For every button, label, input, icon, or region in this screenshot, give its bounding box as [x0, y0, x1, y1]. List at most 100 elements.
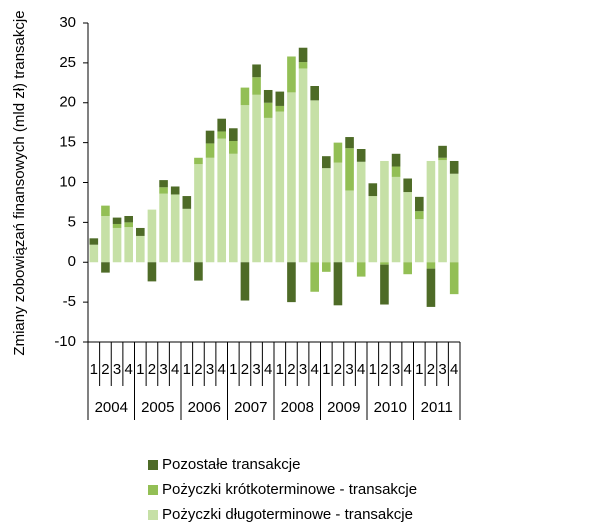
bar-segment: [252, 64, 261, 78]
x-tick-label: 1: [136, 361, 144, 378]
bar-segment: [229, 141, 238, 154]
bar-segment: [240, 105, 250, 263]
bar-segment: [310, 86, 319, 101]
x-tick-label: 1: [229, 361, 237, 378]
bar-segment: [438, 145, 447, 158]
bar-segment: [368, 183, 378, 197]
bar-segment: [240, 87, 250, 106]
bar-segment: [368, 196, 378, 263]
bar-segment: [380, 160, 389, 263]
bar-segment: [333, 262, 343, 306]
y-tick-label: -5: [63, 293, 76, 310]
bar-segment: [101, 215, 110, 263]
y-tick-label: 30: [59, 14, 76, 31]
bar-segment: [310, 100, 319, 263]
bar-segment: [182, 196, 192, 209]
bar-segment: [415, 219, 424, 263]
y-axis-label: Zmiany zobowiązań finansowych (mld zł) t…: [11, 10, 28, 355]
y-tick-label: 5: [68, 213, 76, 230]
year-label: 2010: [374, 399, 407, 416]
x-tick-label: 3: [159, 361, 167, 378]
year-label: 2006: [188, 399, 221, 416]
bar-segment: [263, 117, 273, 263]
x-tick-label: 3: [206, 361, 214, 378]
bar-segment: [298, 47, 308, 63]
bar-segment: [101, 262, 110, 273]
x-tick-label: 4: [450, 361, 458, 378]
x-tick-label: 1: [415, 361, 423, 378]
year-label: 2007: [234, 399, 267, 416]
bar-segment: [112, 223, 122, 228]
y-tick-label: 15: [59, 134, 76, 151]
bar-segment: [275, 111, 285, 263]
bar-segment: [333, 162, 343, 263]
bar-segment: [415, 211, 424, 220]
bar-segment: [426, 268, 436, 307]
x-tick-label: 4: [125, 361, 133, 378]
year-label: 2005: [141, 399, 174, 416]
y-tick-label: 25: [59, 54, 76, 71]
bar-segment: [136, 235, 145, 263]
y-tick-label: 10: [59, 173, 76, 190]
x-tick-label: 1: [90, 361, 98, 378]
bar-segment: [438, 160, 447, 263]
x-tick-label: 3: [113, 361, 121, 378]
bar-segment: [194, 262, 203, 281]
x-tick-label: 1: [369, 361, 377, 378]
bar-segment: [287, 56, 296, 93]
x-tick-label: 3: [392, 361, 400, 378]
bar-segment: [426, 262, 436, 269]
bar-segment: [124, 222, 133, 228]
bar-segment: [205, 157, 215, 263]
bar-segment: [124, 215, 133, 223]
legend-label: Pożyczki krótkoterminowe - transakcje: [162, 481, 417, 498]
bar-segment: [170, 186, 180, 195]
bar-segment: [170, 194, 180, 263]
bar-segment: [322, 262, 331, 272]
y-tick-label: -10: [54, 333, 76, 350]
x-tick-label: 2: [194, 361, 202, 378]
bar-segment: [101, 205, 110, 216]
bar-segment: [112, 217, 122, 224]
bar-segment: [217, 138, 226, 263]
bar-segment: [159, 180, 168, 188]
x-tick-label: 1: [276, 361, 284, 378]
bar-segment: [252, 77, 261, 95]
x-tick-label: 4: [264, 361, 272, 378]
bar-segment: [322, 156, 331, 169]
bar-segment: [205, 130, 215, 144]
bar-segment: [310, 262, 319, 292]
x-tick-label: 2: [380, 361, 388, 378]
bar-segment: [263, 89, 273, 103]
bar-segment: [240, 262, 250, 301]
bar-segment: [403, 192, 412, 263]
bar-segment: [333, 142, 343, 163]
bar-segment: [89, 244, 99, 263]
bar-segment: [415, 196, 424, 212]
bar-segment: [391, 153, 401, 167]
bar-segment: [298, 68, 308, 263]
bar-segment: [287, 262, 296, 303]
bar-segment: [252, 94, 261, 263]
x-tick-label: 2: [427, 361, 435, 378]
bar-segment: [194, 157, 203, 165]
bar-segment: [449, 262, 459, 295]
bar-segment: [345, 148, 354, 191]
x-tick-label: 4: [311, 361, 319, 378]
bar-segment: [345, 190, 354, 263]
bar-segment: [263, 102, 273, 118]
bar-segment: [391, 166, 401, 177]
x-tick-label: 3: [252, 361, 260, 378]
bar-segment: [345, 137, 354, 149]
bar-segment: [356, 161, 366, 263]
bar-segment: [356, 262, 366, 277]
bar-segment: [426, 160, 436, 263]
y-tick-label: 20: [59, 94, 76, 111]
legend-swatch: [148, 460, 158, 470]
x-tick-label: 3: [299, 361, 307, 378]
year-label: 2004: [95, 399, 128, 416]
bar-segment: [147, 262, 157, 282]
x-tick-label: 1: [322, 361, 330, 378]
bar-segment: [159, 193, 168, 263]
x-tick-label: 2: [241, 361, 249, 378]
